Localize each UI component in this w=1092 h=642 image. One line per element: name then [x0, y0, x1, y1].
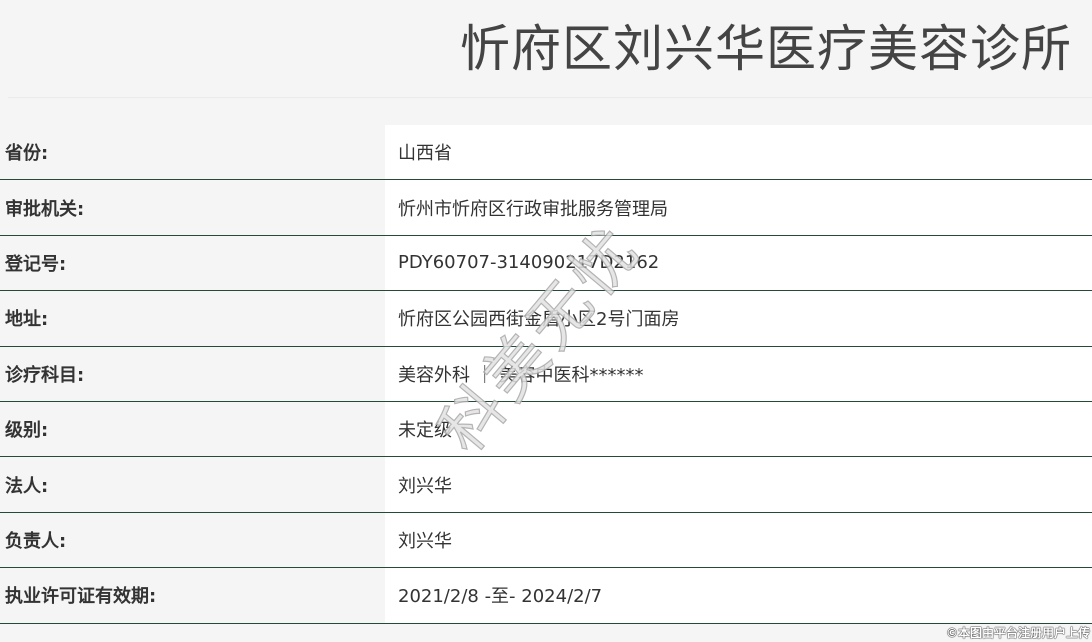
table-row: 省份: 山西省: [0, 125, 1092, 181]
row-label: 执业许可证有效期:: [5, 586, 157, 608]
table-row: 登记号: PDY60707-314090217D2162: [0, 235, 1092, 292]
row-label: 审批机关:: [5, 198, 85, 220]
row-value: 山西省: [385, 125, 1092, 180]
upload-notice: ©本图由平台注册用户上传: [945, 626, 1090, 640]
row-value: 未定级: [385, 401, 1092, 457]
row-value: 刘兴华: [385, 457, 1092, 512]
table-row: 审批机关: 忻州市忻府区行政审批服务管理局: [0, 180, 1092, 236]
row-label: 省份:: [5, 143, 49, 165]
table-row: 诊疗科目: 美容外科 ｜ 美容中医科******: [0, 346, 1092, 402]
row-value: 刘兴华: [385, 512, 1092, 568]
table-row: 地址: 忻府区公园西街金盾小区2号门面房: [0, 291, 1092, 347]
table-row: 级别: 未定级: [0, 401, 1092, 458]
table-row: 执业许可证有效期: 2021/2/8 -至- 2024/2/7: [0, 568, 1092, 624]
row-label: 级别:: [5, 420, 49, 442]
info-table: 省份: 山西省审批机关: 忻州市忻府区行政审批服务管理局登记号: PDY60707-3…: [0, 125, 1092, 624]
row-label: 登记号:: [5, 253, 67, 275]
row-label: 负责人:: [5, 530, 67, 552]
row-value: 忻府区公园西街金盾小区2号门面房: [385, 291, 1092, 346]
row-value: 忻州市忻府区行政审批服务管理局: [385, 180, 1092, 235]
title-divider: [8, 97, 1092, 98]
page-title: 忻府区刘兴华医疗美容诊所: [460, 20, 1072, 78]
row-value: PDY60707-314090217D2162: [385, 235, 1092, 291]
row-label: 地址:: [5, 309, 49, 331]
table-row: 负责人: 刘兴华: [0, 512, 1092, 569]
row-label: 法人:: [5, 475, 49, 497]
row-label: 诊疗科目:: [5, 364, 85, 386]
row-value: 美容外科 ｜ 美容中医科******: [385, 346, 1092, 401]
table-row: 法人: 刘兴华: [0, 457, 1092, 513]
row-value: 2021/2/8 -至- 2024/2/7: [385, 568, 1092, 623]
